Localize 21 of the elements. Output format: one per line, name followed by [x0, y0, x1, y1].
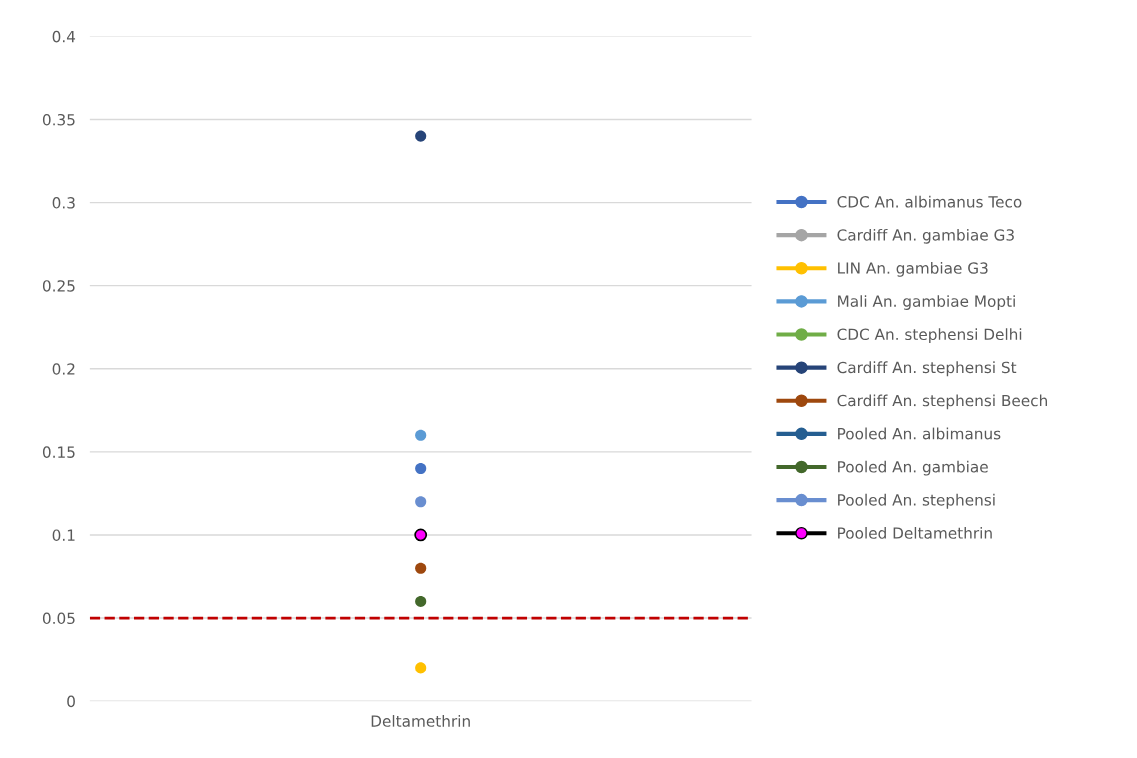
y-tick-label: 0 [67, 695, 75, 708]
legend-label: Pooled An. albimanus [838, 427, 1001, 440]
y-tick-label: 0.15 [42, 446, 75, 458]
legend-label: Pooled An. stephensi [838, 493, 995, 509]
legend-label: Cardiff An. stephensi St [837, 361, 1017, 377]
y-tick-label: 0.1 [52, 529, 75, 541]
legend-label: Pooled An. gambiae [838, 460, 988, 476]
y-tick-label: 0.35 [42, 113, 75, 126]
legend-label: Mali An. gambiae Mopti [838, 295, 1015, 310]
y-tick-label: 0.25 [42, 280, 75, 292]
legend-label: Cardiff An. stephensi Beech [837, 394, 1047, 410]
y-tick-label: 0.3 [52, 197, 75, 209]
y-tick-label: 0.4 [52, 30, 76, 43]
x-tick-label: Deltamethrin [371, 715, 470, 727]
legend-label: CDC An. albimanus Teco [837, 195, 1022, 208]
y-tick-label: 0.2 [52, 363, 75, 375]
legend-label: Cardiff An. gambiae G3 [837, 228, 1014, 244]
legend-label: LIN An. gambiae G3 [838, 262, 988, 277]
legend-label: CDC An. stephensi Delhi [837, 328, 1022, 344]
legend-label: Pooled Deltamethrin [838, 526, 992, 539]
y-tick-label: 0.05 [42, 612, 75, 625]
